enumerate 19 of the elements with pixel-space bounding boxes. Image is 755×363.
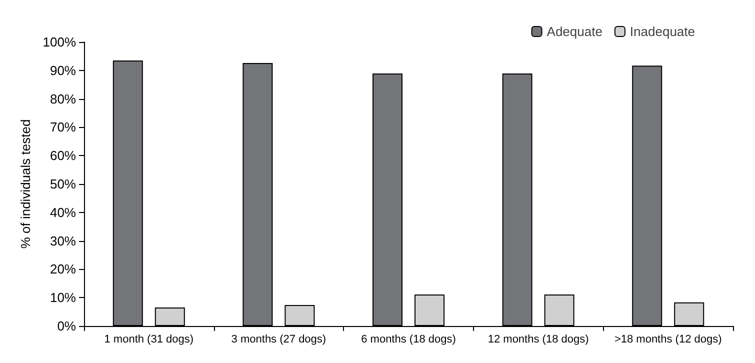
y-tick-label: 80%: [50, 91, 76, 106]
y-tick-label: 60%: [50, 148, 76, 164]
x-tick-label: 1 month (31 dogs): [104, 334, 194, 346]
y-tick-label: 0%: [57, 318, 76, 334]
y-axis-title: % of individuals tested: [18, 119, 33, 249]
y-tick-label: 20%: [50, 262, 76, 277]
x-tick-label: 12 months (18 dogs): [488, 334, 589, 346]
y-tick-label: 40%: [50, 204, 76, 220]
legend-label: Adequate: [546, 24, 602, 39]
y-tick-label: 70%: [50, 120, 76, 135]
y-tick-label: 50%: [50, 176, 76, 192]
y-tick-label: 100%: [42, 34, 76, 50]
x-tick-label: 3 months (27 dogs): [231, 334, 326, 346]
x-tick-label: 6 months (18 dogs): [361, 334, 456, 346]
x-tick-label: >18 months (12 dogs): [614, 334, 722, 346]
y-tick-label: 10%: [50, 290, 76, 306]
y-tick-label: 30%: [50, 233, 76, 248]
y-tick-label: 90%: [50, 62, 76, 78]
legend-label: Inadequate: [630, 24, 696, 39]
